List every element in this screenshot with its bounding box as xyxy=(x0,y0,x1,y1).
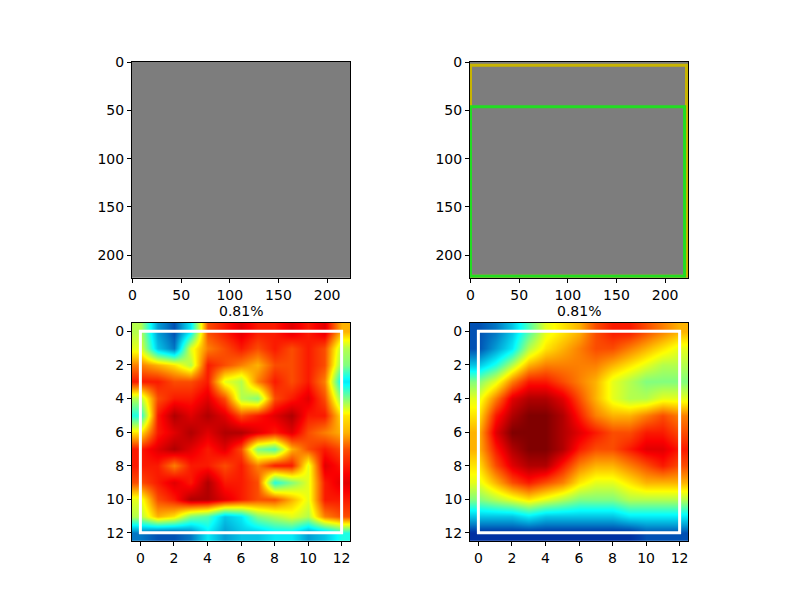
svg-text:200: 200 xyxy=(435,247,462,263)
svg-text:2: 2 xyxy=(507,550,516,566)
svg-text:2: 2 xyxy=(169,550,178,566)
svg-text:10: 10 xyxy=(299,550,317,566)
svg-text:4: 4 xyxy=(203,550,212,566)
svg-text:12: 12 xyxy=(106,525,124,541)
svg-text:6: 6 xyxy=(237,550,246,566)
svg-text:200: 200 xyxy=(652,287,679,303)
svg-text:50: 50 xyxy=(172,287,190,303)
svg-text:100: 100 xyxy=(554,287,581,303)
svg-text:0: 0 xyxy=(474,550,483,566)
svg-text:200: 200 xyxy=(97,247,124,263)
svg-text:150: 150 xyxy=(97,199,124,215)
svg-text:100: 100 xyxy=(216,287,243,303)
svg-text:4: 4 xyxy=(541,550,550,566)
svg-text:150: 150 xyxy=(265,287,292,303)
svg-text:12: 12 xyxy=(444,525,462,541)
svg-text:8: 8 xyxy=(270,550,279,566)
svg-text:8: 8 xyxy=(115,458,124,474)
svg-text:50: 50 xyxy=(106,102,124,118)
svg-text:0: 0 xyxy=(115,54,124,70)
svg-text:0: 0 xyxy=(466,287,475,303)
svg-text:50: 50 xyxy=(510,287,528,303)
svg-text:2: 2 xyxy=(115,357,124,373)
svg-text:10: 10 xyxy=(106,491,124,507)
svg-text:100: 100 xyxy=(435,151,462,167)
svg-text:150: 150 xyxy=(603,287,630,303)
svg-text:8: 8 xyxy=(608,550,617,566)
svg-text:10: 10 xyxy=(637,550,655,566)
svg-text:6: 6 xyxy=(575,550,584,566)
svg-text:0: 0 xyxy=(128,287,137,303)
svg-text:200: 200 xyxy=(314,287,341,303)
svg-text:0: 0 xyxy=(453,54,462,70)
svg-text:0: 0 xyxy=(115,323,124,339)
svg-text:4: 4 xyxy=(453,390,462,406)
svg-text:0: 0 xyxy=(453,323,462,339)
svg-text:6: 6 xyxy=(453,424,462,440)
svg-text:2: 2 xyxy=(453,357,462,373)
svg-text:10: 10 xyxy=(444,491,462,507)
svg-text:4: 4 xyxy=(115,390,124,406)
svg-text:50: 50 xyxy=(444,102,462,118)
svg-text:8: 8 xyxy=(453,458,462,474)
svg-text:150: 150 xyxy=(435,199,462,215)
svg-text:12: 12 xyxy=(333,550,351,566)
svg-text:0: 0 xyxy=(136,550,145,566)
svg-text:0.81%: 0.81% xyxy=(219,303,263,319)
svg-text:100: 100 xyxy=(97,151,124,167)
svg-text:12: 12 xyxy=(671,550,689,566)
svg-text:0.81%: 0.81% xyxy=(557,303,601,319)
svg-text:6: 6 xyxy=(115,424,124,440)
